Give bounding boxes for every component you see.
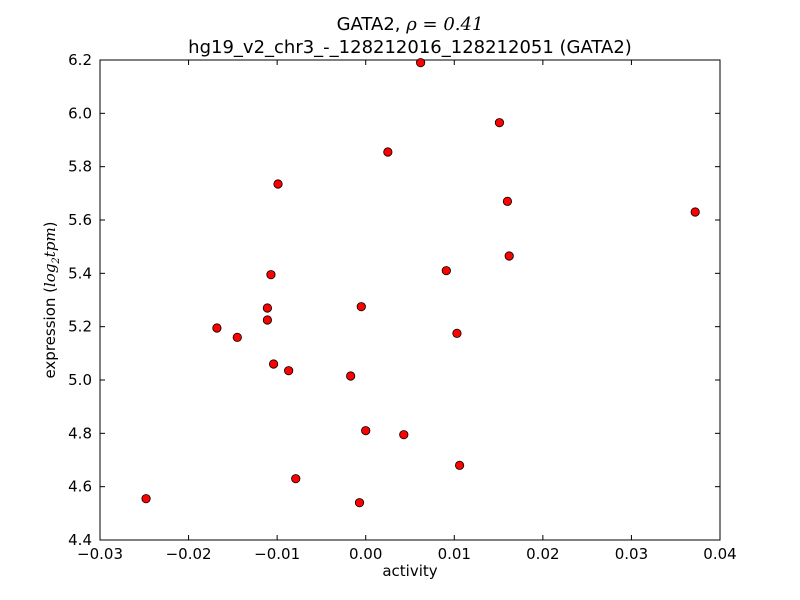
data-point	[454, 460, 465, 470]
data-points	[141, 58, 700, 508]
data-point	[262, 315, 272, 325]
data-point	[356, 302, 366, 312]
y-axis-title: expression (log2tpm)	[41, 221, 62, 378]
y-axis-title-unit: tpm	[41, 227, 59, 257]
data-point	[232, 332, 242, 342]
y-axis-title-close: )	[41, 221, 59, 227]
chart-title-rho: ρ = 0.41	[405, 14, 483, 35]
data-point	[504, 251, 514, 261]
data-point	[416, 58, 426, 68]
x-axis: −0.03 −0.02 −0.01 0.00 0.01 0.02 0.03 0.04	[77, 60, 737, 563]
x-tick-label: 0.02	[526, 545, 559, 563]
y-tick-label: 5.4	[68, 264, 92, 282]
data-point	[262, 303, 272, 313]
x-tick-label: 0.00	[349, 545, 382, 563]
y-tick-label: 5.2	[68, 318, 92, 336]
chart-title-prefix: GATA2,	[337, 14, 407, 35]
data-point	[441, 266, 451, 276]
data-point	[399, 430, 409, 440]
data-point	[354, 498, 365, 508]
data-point	[690, 207, 700, 217]
data-point	[141, 494, 151, 504]
y-tick-label: 4.8	[68, 424, 92, 442]
data-point	[266, 270, 276, 280]
x-tick-label: −0.02	[166, 545, 212, 563]
x-tick-label: 0.04	[703, 545, 736, 563]
x-tick-label: 0.01	[438, 545, 471, 563]
y-tick-label: 5.6	[68, 211, 92, 229]
data-point	[284, 366, 294, 376]
data-point	[268, 359, 279, 369]
data-point	[291, 474, 301, 484]
data-point	[346, 371, 356, 381]
y-tick-label: 6.0	[68, 104, 92, 122]
data-point	[494, 118, 505, 128]
y-axis-title-sub: 2	[51, 257, 62, 264]
chart-title-line1: GATA2, ρ = 0.41	[337, 14, 484, 35]
x-tick-label: −0.01	[254, 545, 300, 563]
chart-title-line2: hg19_v2_chr3_-_128212016_128212051 (GATA…	[188, 37, 632, 58]
data-point	[273, 179, 283, 189]
y-tick-label: 4.6	[68, 478, 92, 496]
x-tick-label: −0.03	[77, 545, 123, 563]
y-tick-label: 4.4	[68, 531, 92, 549]
y-axis-title-text: expression	[41, 293, 59, 379]
y-tick-label: 6.2	[68, 51, 92, 69]
plot-area	[99, 59, 721, 541]
x-axis-title: activity	[382, 562, 437, 580]
data-point	[361, 426, 371, 436]
y-axis-title-log: log	[41, 264, 59, 287]
y-tick-label: 5.0	[68, 371, 92, 389]
y-axis-title-open: (	[41, 287, 59, 293]
y-axis: 4.4 4.6 4.8 5.0 5.2 5.4 5.6 5.8 6.0 6.2	[68, 51, 720, 549]
y-tick-label: 5.8	[68, 158, 92, 176]
data-point	[383, 147, 393, 157]
data-point	[212, 323, 222, 333]
x-tick-label: 0.03	[615, 545, 648, 563]
data-point	[502, 196, 513, 206]
data-point	[452, 328, 462, 338]
